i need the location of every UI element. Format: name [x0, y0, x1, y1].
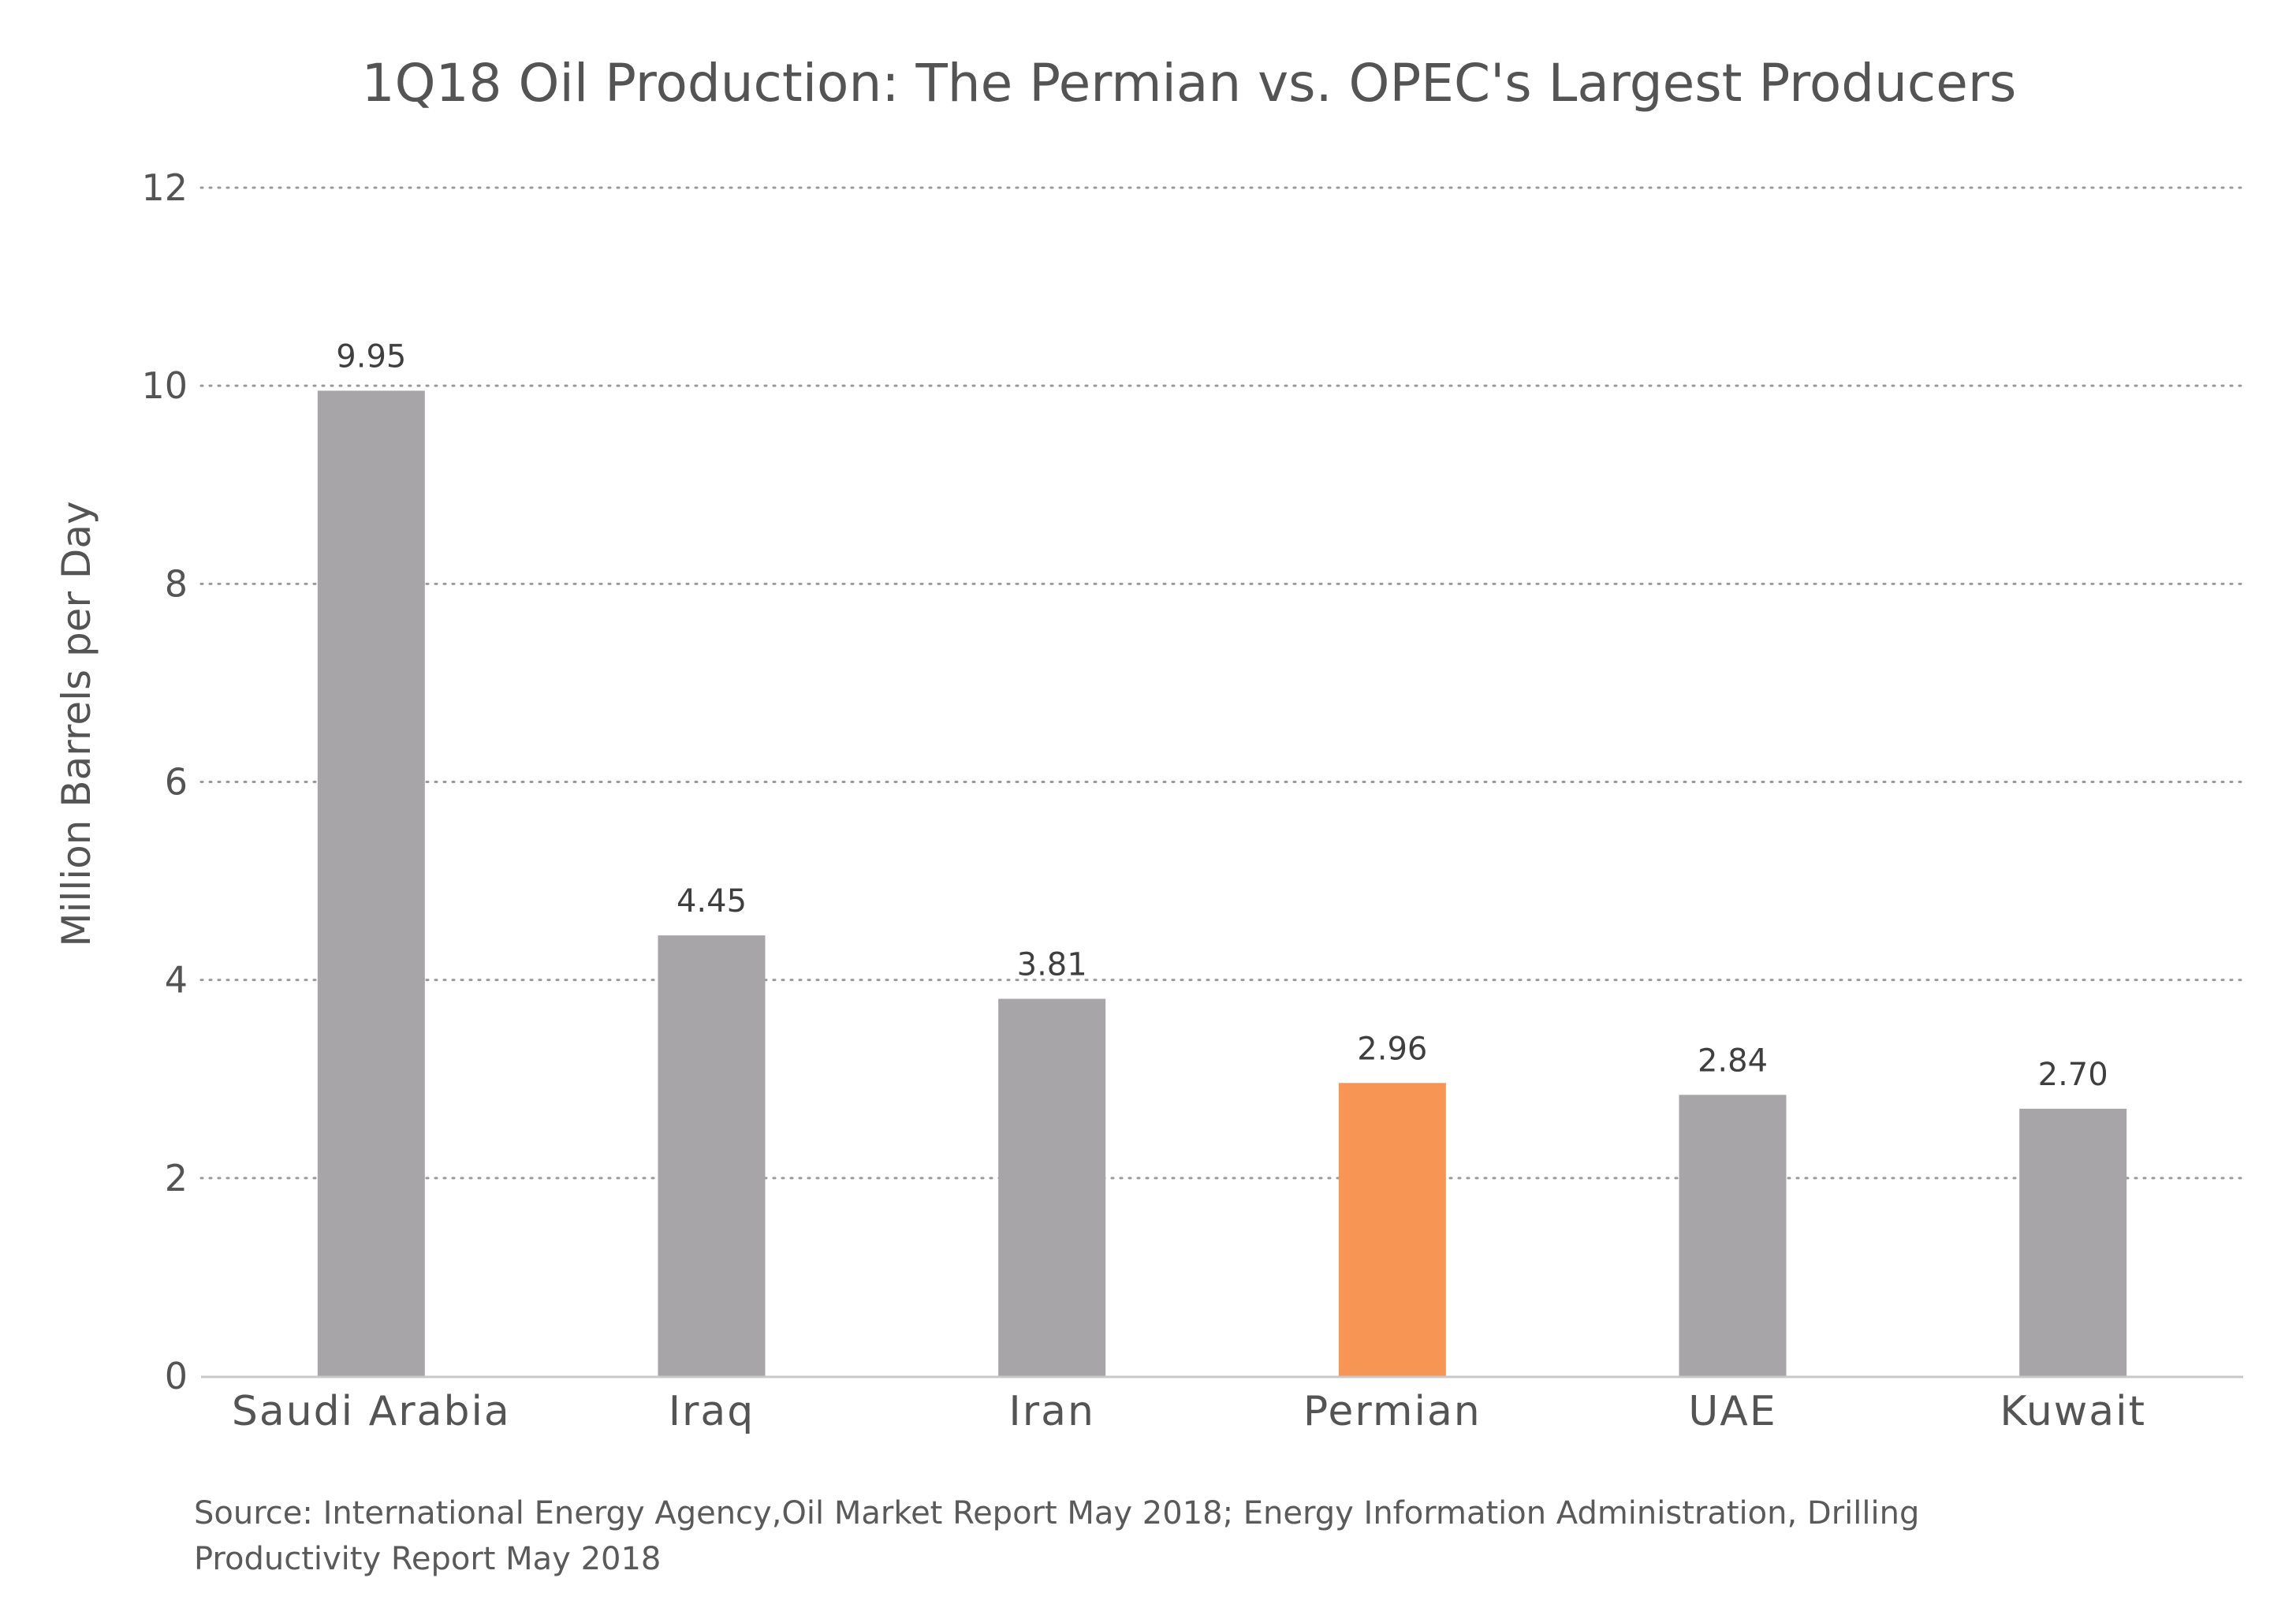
- value-label: 2.70: [2038, 1057, 2108, 1093]
- x-tick-label: Kuwait: [2000, 1388, 2146, 1435]
- y-tick-label: 6: [165, 761, 188, 804]
- y-tick-label: 10: [141, 364, 188, 407]
- value-label: 9.95: [336, 338, 406, 375]
- y-tick-label: 2: [165, 1157, 188, 1199]
- bar-saudi-arabia: [317, 390, 425, 1377]
- y-tick-label: 4: [165, 959, 188, 1002]
- value-label: 2.96: [1357, 1031, 1427, 1067]
- chart-title: 1Q18 Oil Production: The Permian vs. OPE…: [362, 53, 2017, 114]
- x-tick-label: UAE: [1688, 1388, 1777, 1435]
- x-axis-ticks: Saudi Arabia Iraq Iran Permian UAE Kuwait: [232, 1388, 2146, 1435]
- y-tick-label: 8: [165, 562, 188, 605]
- bars: [317, 390, 2127, 1377]
- y-axis-ticks: 0 2 4 6 8 10 12: [141, 166, 188, 1397]
- x-tick-label: Iraq: [669, 1388, 755, 1435]
- x-tick-label: Saudi Arabia: [232, 1388, 511, 1435]
- bar-iraq: [658, 935, 766, 1376]
- y-axis-label: Million Barrels per Day: [54, 501, 99, 946]
- bar-kuwait: [2019, 1108, 2127, 1376]
- bar-iran: [998, 998, 1106, 1376]
- y-tick-label: 0: [165, 1355, 188, 1397]
- bar-uae: [1679, 1095, 1787, 1376]
- value-label: 2.84: [1698, 1043, 1768, 1079]
- y-tick-label: 12: [141, 166, 188, 209]
- x-tick-label: Permian: [1303, 1388, 1482, 1435]
- value-label: 4.45: [676, 883, 747, 920]
- gridlines: [199, 186, 2245, 1180]
- value-labels: 9.95 4.45 3.81 2.96 2.84 2.70: [336, 338, 2108, 1092]
- x-tick-label: Iran: [1008, 1388, 1095, 1435]
- bar-permian: [1338, 1083, 1446, 1376]
- source-note: Source: International Energy Agency,Oil …: [194, 1495, 1920, 1577]
- value-label: 3.81: [1017, 947, 1087, 983]
